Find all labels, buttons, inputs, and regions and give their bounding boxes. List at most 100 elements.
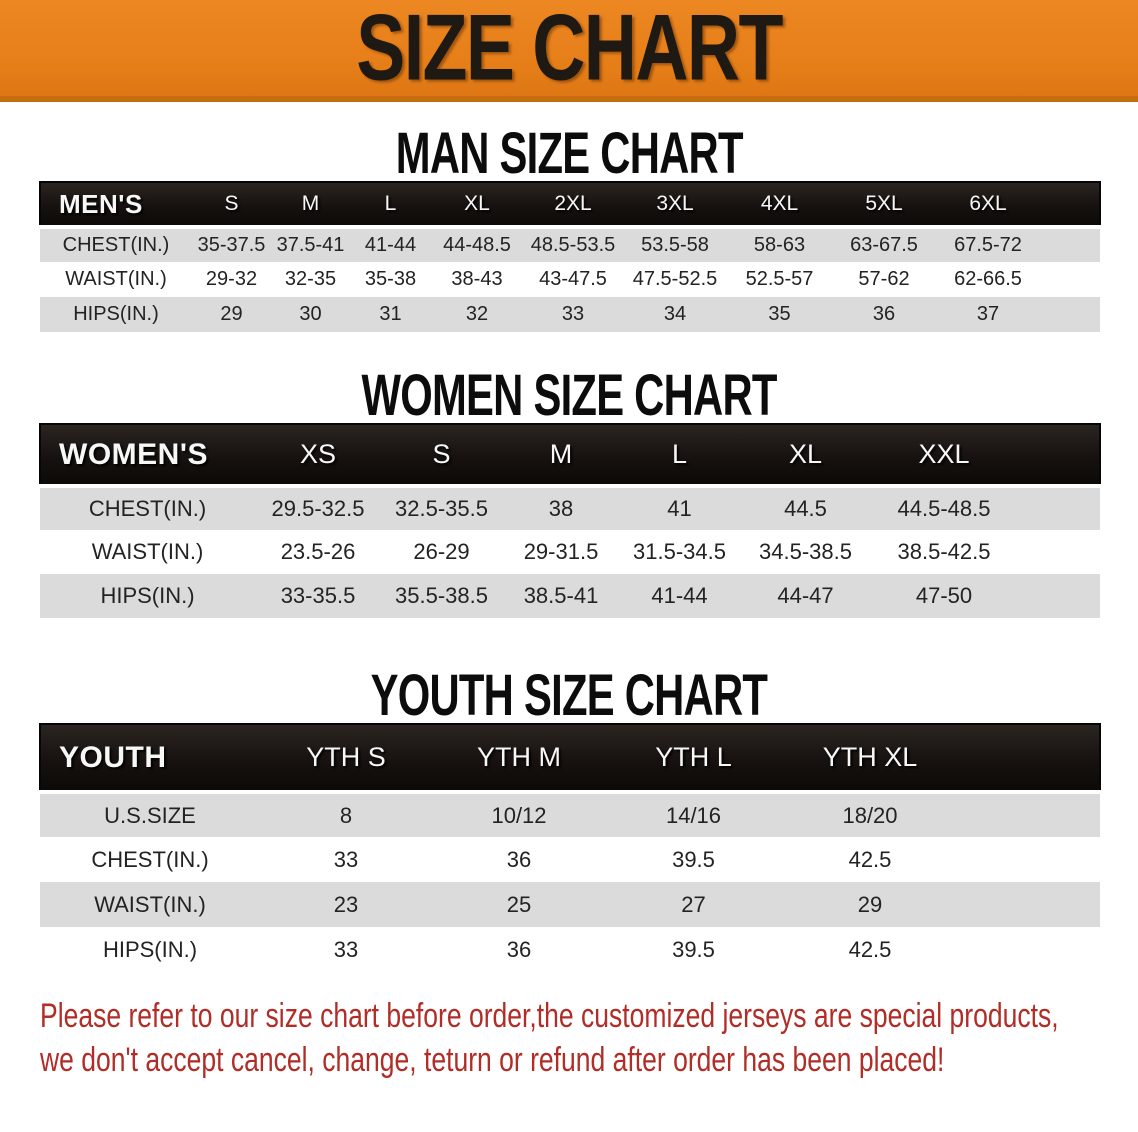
measurement-row: CHEST(IN.) 33 36 39.5 42.5 (40, 837, 1100, 882)
size-column-header: YTH S (260, 723, 432, 793)
measurement-value: 14/16 (606, 790, 781, 837)
women-section-heading-text: WOMEN SIZE CHART (361, 362, 777, 428)
measurement-value: 44-48.5 (431, 225, 523, 262)
measurement-row: U.S.SIZE 8 10/12 14/16 18/20 (40, 790, 1100, 837)
disclaimer-line-1: Please refer to our size chart before or… (40, 997, 1059, 1035)
filler-cell (959, 837, 1100, 882)
row-label: U.S.SIZE (40, 790, 260, 837)
filler-cell (1040, 225, 1100, 262)
measurement-value: 10/12 (432, 790, 606, 837)
filler-header-cell (1040, 181, 1101, 228)
table-corner-label: MEN'S (39, 181, 192, 228)
measurement-value: 33 (260, 837, 432, 882)
filler-cell (1040, 297, 1100, 332)
row-label: HIPS(IN.) (40, 574, 255, 618)
measurement-value: 32-35 (271, 262, 350, 297)
measurement-value: 53.5-58 (623, 225, 727, 262)
measurement-value: 37.5-41 (271, 225, 350, 262)
size-column-header: 4XL (727, 181, 832, 228)
row-label: CHEST(IN.) (40, 225, 192, 262)
measurement-value: 36 (432, 927, 606, 972)
measurement-value: 35-38 (350, 262, 431, 297)
measurement-value: 31 (350, 297, 431, 332)
table-header-row: YOUTH YTH S YTH M YTH L YTH XL (39, 723, 1101, 793)
banner-title: SIZE CHART (356, 0, 783, 101)
measurement-value: 62-66.5 (936, 262, 1040, 297)
measurement-value: 35 (727, 297, 832, 332)
measurement-value: 44-47 (739, 574, 872, 618)
row-label: CHEST(IN.) (40, 837, 260, 882)
size-column-header: YTH L (606, 723, 781, 793)
measurement-value: 38-43 (431, 262, 523, 297)
man-section-heading: MAN SIZE CHART (0, 120, 1138, 186)
youth-section-heading: YOUTH SIZE CHART (0, 666, 1138, 724)
measurement-value: 41 (620, 484, 739, 530)
measurement-value: 32.5-35.5 (381, 484, 502, 530)
men-size-table: MEN'S S M L XL 2XL 3XL 4XL 5XL 6XL CHEST(IN.) 35-37… (39, 181, 1101, 332)
measurement-value: 38.5-42.5 (872, 530, 1016, 574)
size-column-header: XL (739, 423, 872, 487)
measurement-value: 48.5-53.5 (523, 225, 623, 262)
filler-cell (1016, 574, 1100, 618)
measurement-value: 38 (502, 484, 620, 530)
size-column-header: XL (431, 181, 523, 228)
size-column-header: 2XL (523, 181, 623, 228)
measurement-value: 57-62 (832, 262, 936, 297)
filler-cell (959, 790, 1100, 837)
measurement-value: 29-31.5 (502, 530, 620, 574)
measurement-row: HIPS(IN.) 29 30 31 32 33 34 35 36 37 (40, 297, 1100, 332)
table-header-row: WOMEN'S XS S M L XL XXL (39, 423, 1101, 487)
filler-cell (1040, 262, 1100, 297)
measurement-value: 67.5-72 (936, 225, 1040, 262)
size-column-header: YTH XL (781, 723, 959, 793)
measurement-value: 23 (260, 882, 432, 927)
measurement-value: 34 (623, 297, 727, 332)
size-column-header: L (350, 181, 431, 228)
size-column-header: 5XL (832, 181, 936, 228)
table-header-row: MEN'S S M L XL 2XL 3XL 4XL 5XL 6XL (39, 181, 1101, 228)
youth-size-table: YOUTH YTH S YTH M YTH L YTH XL U.S.SIZE 8 10/12… (39, 723, 1101, 972)
man-section-heading-text: MAN SIZE CHART (395, 120, 744, 186)
measurement-value: 8 (260, 790, 432, 837)
filler-cell (1016, 484, 1100, 530)
measurement-value: 26-29 (381, 530, 502, 574)
measurement-value: 29-32 (192, 262, 271, 297)
table-corner-label: WOMEN'S (39, 423, 255, 487)
filler-header-cell (959, 723, 1101, 793)
measurement-value: 33 (260, 927, 432, 972)
measurement-value: 63-67.5 (832, 225, 936, 262)
size-column-header: XS (255, 423, 381, 487)
row-label: HIPS(IN.) (40, 927, 260, 972)
measurement-value: 29 (192, 297, 271, 332)
measurement-value: 44.5-48.5 (872, 484, 1016, 530)
size-column-header: 3XL (623, 181, 727, 228)
measurement-value: 35-37.5 (192, 225, 271, 262)
measurement-value: 30 (271, 297, 350, 332)
measurement-value: 58-63 (727, 225, 832, 262)
measurement-row: WAIST(IN.) 23 25 27 29 (40, 882, 1100, 927)
measurement-value: 42.5 (781, 837, 959, 882)
women-size-table: WOMEN'S XS S M L XL XXL CHEST(IN.) 29.5-32.5 32.5… (39, 423, 1101, 618)
women-section-heading: WOMEN SIZE CHART (0, 362, 1138, 428)
measurement-value: 39.5 (606, 927, 781, 972)
measurement-value: 47-50 (872, 574, 1016, 618)
filler-cell (959, 927, 1100, 972)
size-column-header: YTH M (432, 723, 606, 793)
measurement-row: CHEST(IN.) 35-37.5 37.5-41 41-44 44-48.5 48.5… (40, 225, 1100, 262)
measurement-row: HIPS(IN.) 33-35.5 35.5-38.5 38.5-41 41-44 44-… (40, 574, 1100, 618)
row-label: WAIST(IN.) (40, 882, 260, 927)
measurement-value: 39.5 (606, 837, 781, 882)
measurement-row: WAIST(IN.) 29-32 32-35 35-38 38-43 43-47.5 47.… (40, 262, 1100, 297)
size-column-header: 6XL (936, 181, 1040, 228)
measurement-value: 31.5-34.5 (620, 530, 739, 574)
measurement-row: CHEST(IN.) 29.5-32.5 32.5-35.5 38 41 44.5 44.5… (40, 484, 1100, 530)
measurement-value: 29.5-32.5 (255, 484, 381, 530)
measurement-value: 33-35.5 (255, 574, 381, 618)
filler-header-cell (1016, 423, 1101, 487)
size-column-header: M (502, 423, 620, 487)
measurement-value: 33 (523, 297, 623, 332)
measurement-value: 18/20 (781, 790, 959, 837)
measurement-value: 43-47.5 (523, 262, 623, 297)
row-label: WAIST(IN.) (40, 530, 255, 574)
measurement-value: 36 (832, 297, 936, 332)
